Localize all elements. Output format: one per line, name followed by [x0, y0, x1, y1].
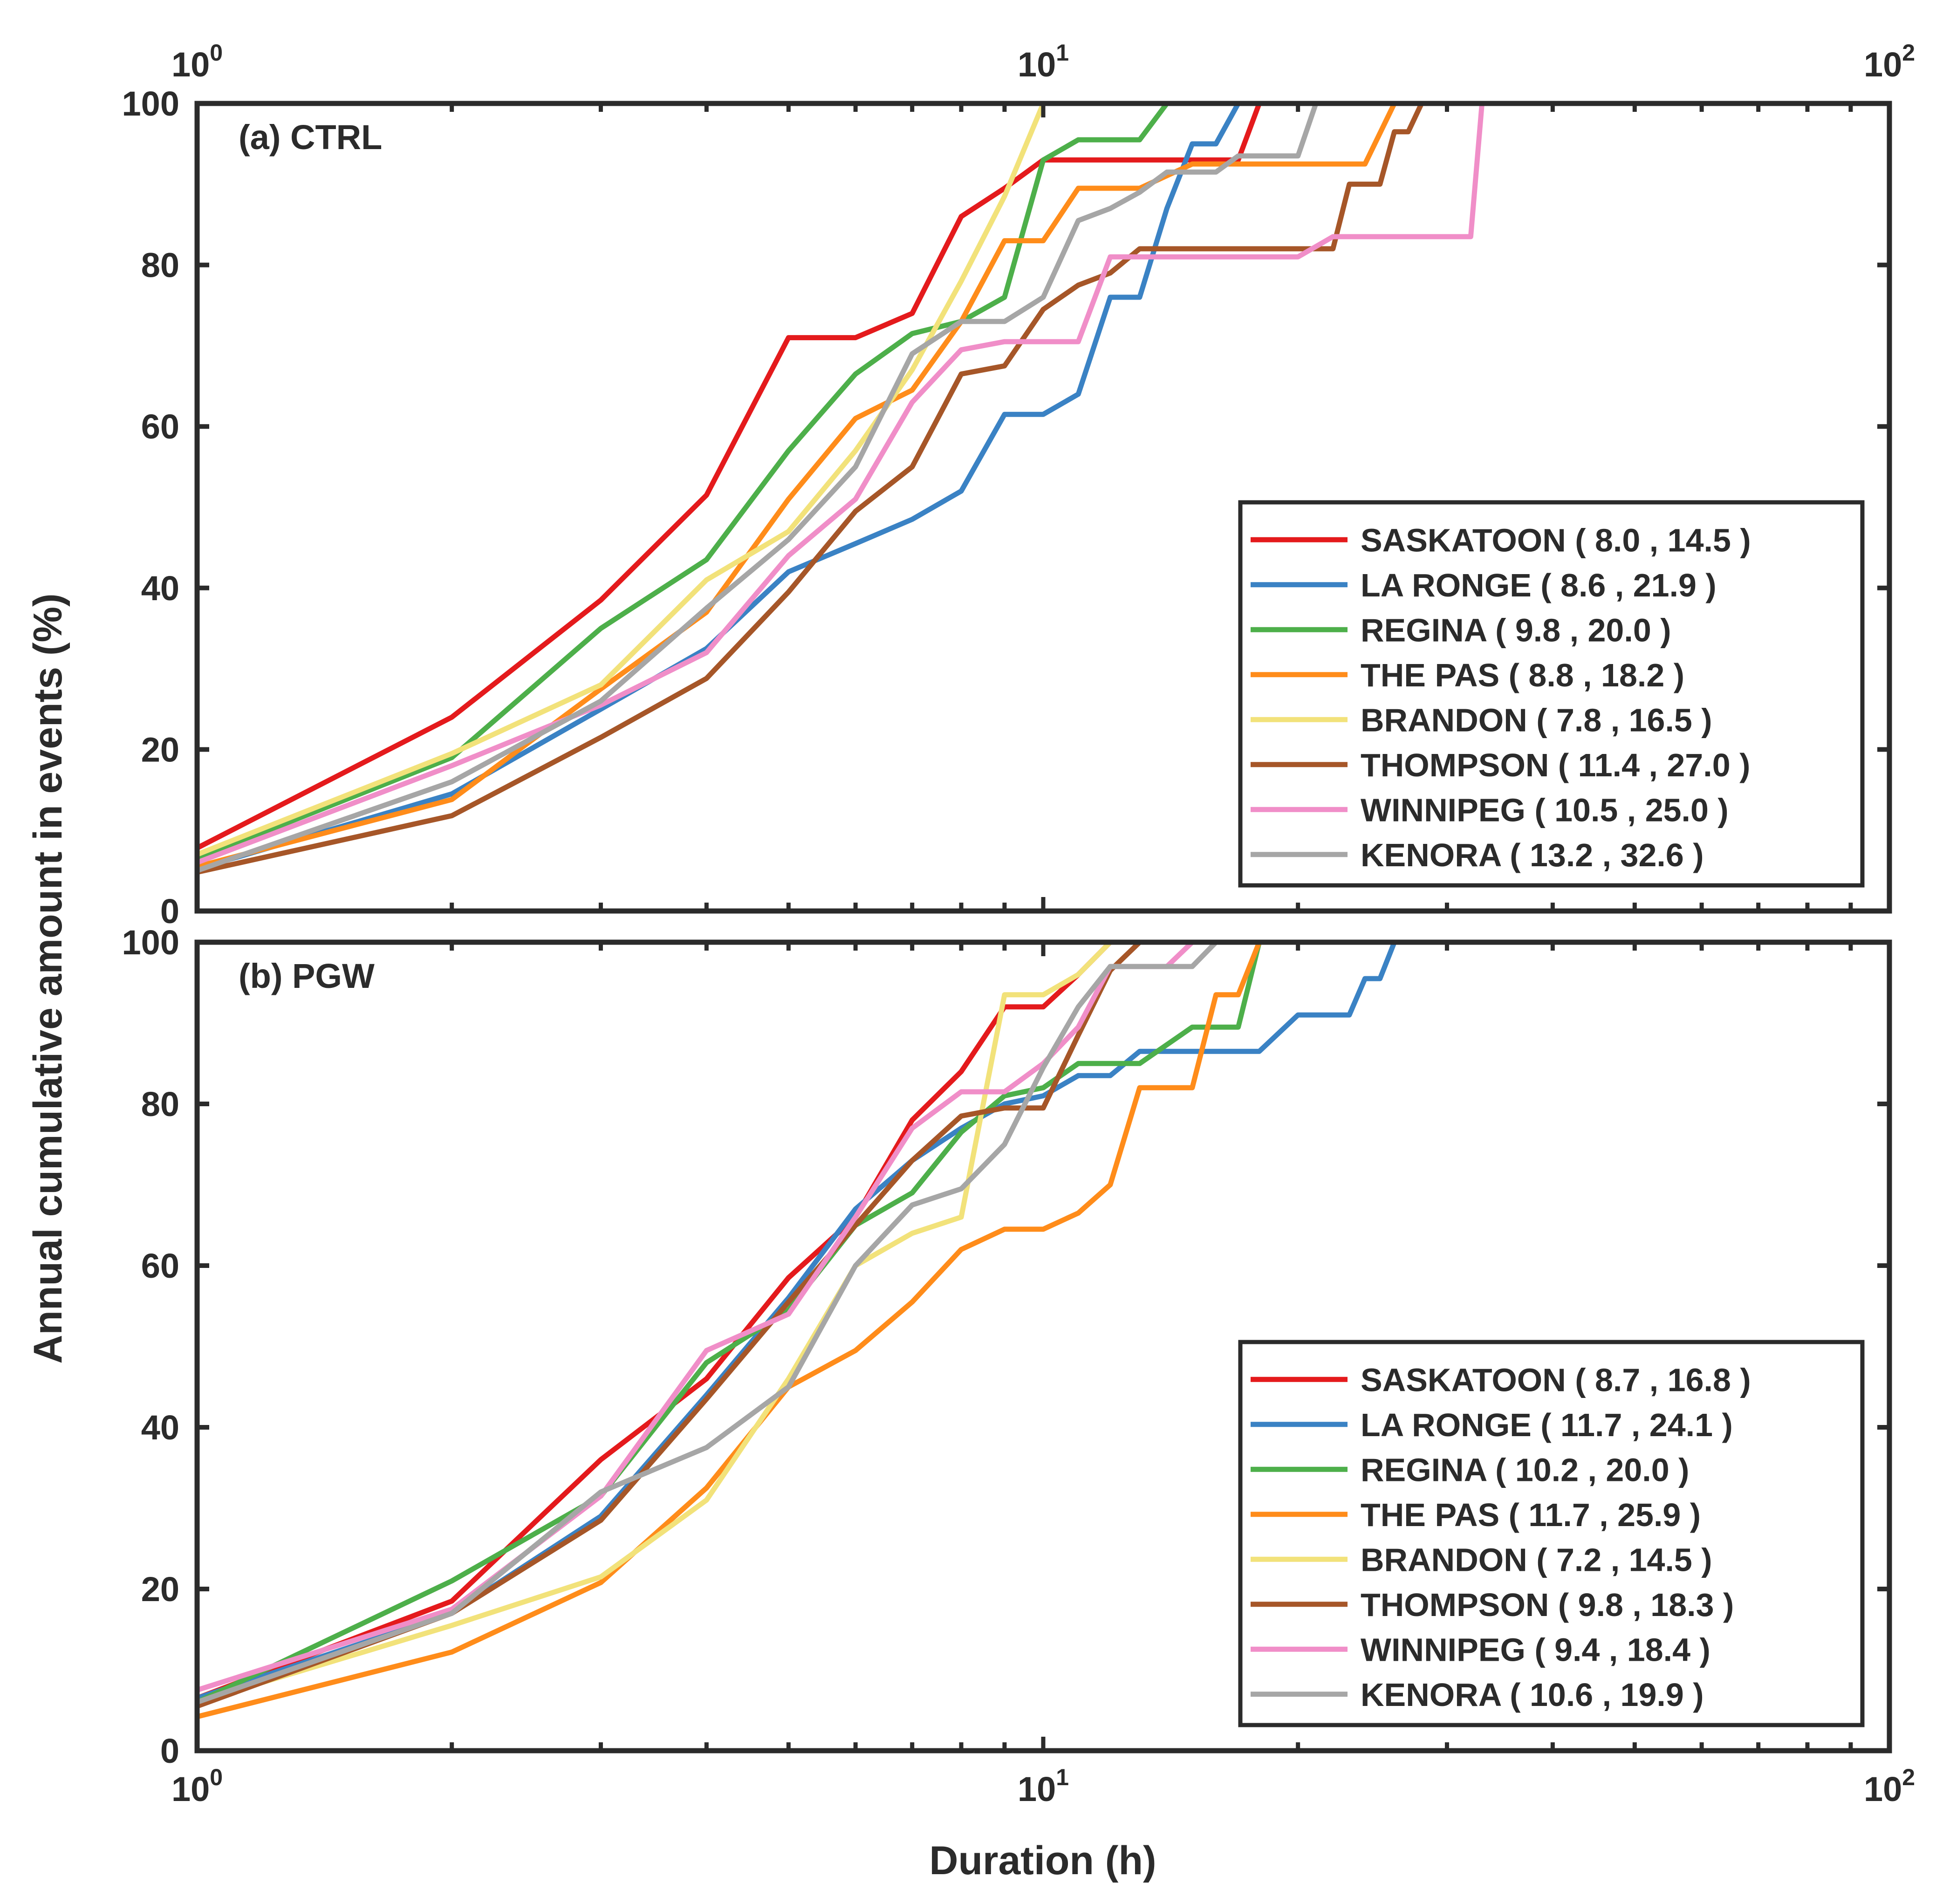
panel-title: (a) CTRL [239, 118, 382, 157]
y-tick-label: 60 [141, 407, 179, 446]
legend-entry: WINNIPEG ( 10.5 , 25.0 ) [1361, 792, 1729, 828]
legend: SASKATOON ( 8.7 , 16.8 ) LA RONGE ( 11.7 … [1238, 1340, 1865, 1727]
panel-title: (b) PGW [239, 957, 375, 995]
legend-entry: REGINA ( 9.8 , 20.0 ) [1361, 612, 1671, 648]
legend-entry: SASKATOON ( 8.0 , 14.5 ) [1361, 522, 1751, 558]
series-line-kenora [194, 101, 1892, 873]
y-tick-label: 40 [141, 569, 179, 608]
legend-entry: THE PAS ( 11.7 , 25.9 ) [1361, 1497, 1701, 1533]
series-line-regina [194, 939, 1892, 1705]
series-lines [194, 101, 1892, 875]
x-tick-label: 102 [1864, 1764, 1915, 1808]
legend-entry: REGINA ( 10.2 , 20.0 ) [1361, 1452, 1689, 1488]
series-line-brandon [194, 101, 1892, 857]
y-tick-label: 20 [141, 730, 179, 769]
legend-entry: KENORA ( 13.2 , 32.6 ) [1361, 837, 1704, 873]
series-line-thompson [194, 101, 1892, 875]
x-tick-label: 100 [171, 1764, 223, 1808]
legend-box [1238, 500, 1865, 888]
x-axis-title: Duration (h) [929, 1838, 1156, 1883]
y-axis-title: Annual cumulative amount in events (%) [26, 593, 70, 1363]
y-axis: 0 20 40 60 80 100 [122, 923, 1889, 1770]
y-tick-label: 80 [141, 246, 179, 285]
x-tick-label: 102 [1864, 40, 1915, 84]
series-line-winnipeg [194, 101, 1892, 865]
panel-pgw: 0 20 40 60 80 100 100 101 102 (b) PGW SASKATOON ( … [122, 923, 1915, 1808]
y-tick-label: 80 [141, 1085, 179, 1123]
series-line-saskatoon [194, 101, 1892, 851]
x-axis: 100 101 102 [171, 40, 1915, 911]
y-tick-label: 20 [141, 1570, 179, 1609]
y-tick-label: 0 [160, 892, 179, 931]
y-tick-label: 100 [122, 923, 179, 962]
legend-entry: SASKATOON ( 8.7 , 16.8 ) [1361, 1362, 1751, 1398]
legend-entry: THOMPSON ( 11.4 , 27.0 ) [1361, 747, 1750, 783]
y-tick-label: 100 [122, 84, 179, 123]
y-tick-label: 60 [141, 1247, 179, 1285]
x-axis: 100 101 102 [171, 942, 1915, 1808]
legend-box [1238, 1340, 1865, 1727]
legend-entry: BRANDON ( 7.8 , 16.5 ) [1361, 702, 1712, 738]
legend-entry: LA RONGE ( 11.7 , 24.1 ) [1361, 1407, 1733, 1443]
legend-entry: BRANDON ( 7.2 , 14.5 ) [1361, 1541, 1712, 1578]
legend-entry: THOMPSON ( 9.8 , 18.3 ) [1361, 1587, 1734, 1623]
series-line-la-ronge [194, 939, 1892, 1701]
y-tick-label: 0 [160, 1732, 179, 1770]
series-line-brandon [194, 939, 1892, 1705]
x-tick-label: 101 [1018, 1764, 1069, 1808]
x-tick-label: 100 [171, 40, 223, 84]
legend-entry: LA RONGE ( 8.6 , 21.9 ) [1361, 567, 1717, 603]
series-line-kenora [194, 939, 1892, 1705]
x-tick-label: 101 [1018, 40, 1069, 84]
legend-entry: WINNIPEG ( 9.4 , 18.4 ) [1361, 1631, 1710, 1668]
series-lines [194, 939, 1892, 1719]
series-line-the-pas [194, 939, 1892, 1719]
legend: SASKATOON ( 8.0 , 14.5 ) LA RONGE ( 8.6 ,… [1238, 500, 1865, 888]
legend-entry: THE PAS ( 8.8 , 18.2 ) [1361, 657, 1684, 693]
y-tick-label: 40 [141, 1408, 179, 1447]
legend-entry: KENORA ( 10.6 , 19.9 ) [1361, 1677, 1704, 1713]
